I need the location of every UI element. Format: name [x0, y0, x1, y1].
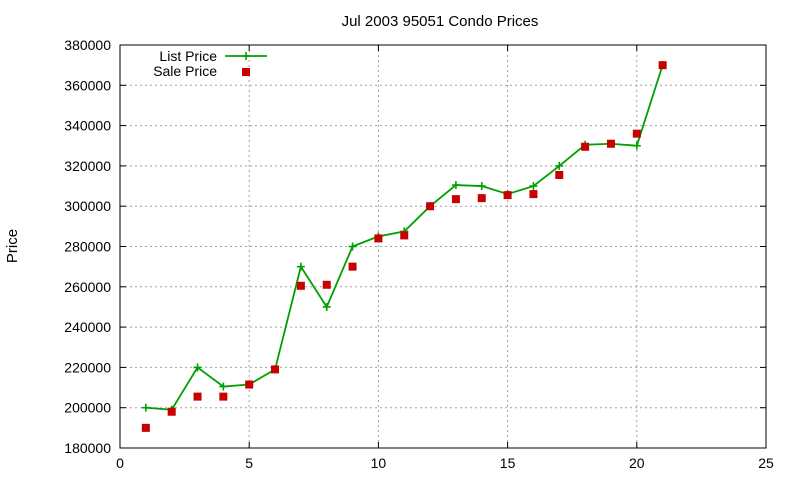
sale-price-point: [193, 392, 202, 401]
sale-price-point: [271, 365, 280, 374]
chart-title: Jul 2003 95051 Condo Prices: [342, 13, 539, 30]
y-tick-label: 360000: [64, 77, 111, 93]
sale-price-point: [245, 380, 254, 389]
sale-price-point: [555, 170, 564, 179]
axis-ticks: 0 5 10 15 20 25 180000 200000 220000 240000 260000…: [64, 37, 774, 471]
y-tick-label: 300000: [64, 198, 111, 214]
y-tick-label: 260000: [64, 279, 111, 295]
sale-price-point: [374, 234, 383, 243]
x-tick-label: 20: [629, 455, 645, 471]
list-price-point: [348, 242, 357, 251]
sale-price-point: [451, 195, 460, 204]
list-price-point: [632, 141, 641, 150]
sale-price-point: [632, 129, 641, 138]
x-tick-label: 15: [500, 455, 516, 471]
legend-marker-sale-price: [242, 68, 250, 76]
legend: List Price Sale Price: [153, 48, 267, 79]
x-tick-label: 25: [758, 455, 774, 471]
sale-price-point: [426, 202, 435, 211]
list-price-point: [296, 262, 305, 271]
sale-price-point: [658, 61, 667, 70]
y-tick-label: 320000: [64, 158, 111, 174]
sale-price-point: [296, 281, 305, 290]
x-tick-label: 0: [116, 455, 124, 471]
y-axis-label: Price: [4, 229, 21, 263]
y-tick-label: 200000: [64, 400, 111, 416]
y-tick-label: 220000: [64, 359, 111, 375]
legend-label-list-price: List Price: [159, 48, 217, 64]
sale-price-point: [141, 423, 150, 432]
sale-price-point: [503, 191, 512, 200]
list-price-point: [529, 182, 538, 191]
y-tick-label: 240000: [64, 319, 111, 335]
y-tick-label: 340000: [64, 118, 111, 134]
series-layer: [141, 61, 667, 432]
legend-marker-list-price: [242, 52, 250, 60]
list-price-point: [141, 403, 150, 412]
sale-price-point: [219, 392, 228, 401]
list-price-point: [477, 182, 486, 191]
legend-label-sale-price: Sale Price: [153, 63, 217, 79]
x-tick-label: 5: [245, 455, 253, 471]
grid: [120, 45, 766, 448]
sale-price-point: [529, 190, 538, 199]
list-price-point: [219, 382, 228, 391]
list-price-point: [193, 363, 202, 372]
sale-price-point: [606, 139, 615, 148]
list-price-point: [322, 302, 331, 311]
y-tick-label: 180000: [64, 440, 111, 456]
sale-price-point: [400, 231, 409, 240]
list-price-point: [451, 181, 460, 190]
sale-price-point: [348, 262, 357, 271]
y-tick-label: 280000: [64, 239, 111, 255]
sale-price-point: [477, 194, 486, 203]
list-price-point: [555, 161, 564, 170]
sale-price-point: [167, 407, 176, 416]
sale-price-point: [581, 142, 590, 151]
sale-price-point: [322, 280, 331, 289]
x-tick-label: 10: [371, 455, 387, 471]
y-tick-label: 380000: [64, 37, 111, 53]
